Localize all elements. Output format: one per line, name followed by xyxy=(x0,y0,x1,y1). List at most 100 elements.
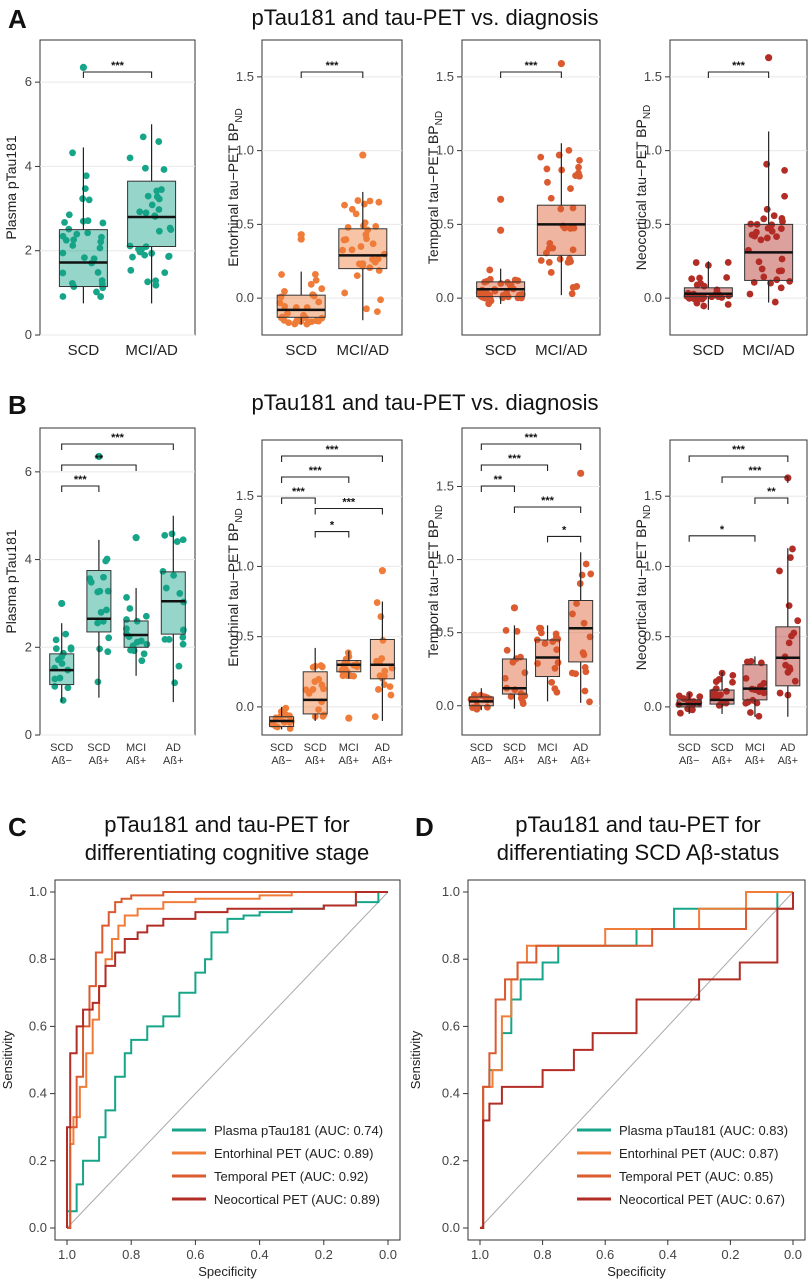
x-tick-label-2: Aß+ xyxy=(778,755,798,767)
box xyxy=(710,690,734,704)
panel-c-label: C xyxy=(8,812,27,842)
significance-label: *** xyxy=(525,432,539,444)
x-tick-label-2: Aß+ xyxy=(163,755,183,767)
data-point xyxy=(61,219,68,226)
significance-bracket xyxy=(315,509,382,515)
data-point xyxy=(544,179,551,186)
y-axis-label-text: Plasma pTau181 xyxy=(3,529,19,634)
y-tick-label: 0.0 xyxy=(436,290,454,305)
box xyxy=(128,181,176,246)
x-axis-label: Specificity xyxy=(198,1264,257,1279)
y-tick-label: 0.0 xyxy=(236,290,254,305)
x-tick-label-2: Aß+ xyxy=(126,755,146,767)
x-tick-label: SCD xyxy=(678,742,701,754)
y-tick-label: 0 xyxy=(25,327,32,342)
data-point xyxy=(781,193,788,200)
panel-b-title: pTau181 and tau-PET vs. diagnosis xyxy=(252,390,599,415)
y-tick-label: 0.0 xyxy=(644,290,662,305)
panel-b-label: B xyxy=(8,390,27,420)
data-point xyxy=(778,215,785,222)
significance-bracket xyxy=(83,72,151,78)
x-tick-label-2: Aß+ xyxy=(504,755,524,767)
x-tick-label: 0.4 xyxy=(251,1247,269,1262)
data-point xyxy=(179,634,186,641)
data-point xyxy=(537,154,544,161)
y-axis-label-subscript: ND xyxy=(642,505,653,519)
data-point xyxy=(53,645,60,652)
chart-a3: 0.00.51.01.5Temporal tau−PET BPNDSCD MCI/… xyxy=(425,40,600,359)
data-point xyxy=(586,698,593,705)
panel-c-title-line2: differentiating cognitive stage xyxy=(85,840,370,865)
data-point xyxy=(341,290,348,297)
data-point xyxy=(696,275,703,282)
data-point xyxy=(166,636,173,643)
y-tick-label: 4 xyxy=(25,158,32,173)
significance-bracket xyxy=(282,477,349,483)
significance-label: *** xyxy=(111,60,125,72)
box xyxy=(87,571,111,632)
panel-d-label: D xyxy=(415,812,434,842)
y-axis-label: Neocortical tau−PET BPND xyxy=(633,105,653,271)
significance-bracket xyxy=(315,532,349,538)
data-point xyxy=(777,690,784,697)
chart-c: 1.0 0.8 0.6 0.4 0.2 0.00.00.20.40.60.81.0Spec… xyxy=(0,880,400,1279)
x-tick-label: 0.6 xyxy=(186,1247,204,1262)
outlier-point xyxy=(379,567,386,574)
outlier-point xyxy=(58,600,65,607)
data-point xyxy=(696,693,703,700)
panel-c-title-line1: pTau181 and tau-PET for xyxy=(104,812,349,837)
data-point xyxy=(375,199,382,206)
panel-a-label: A xyxy=(8,4,27,34)
significance-label: ** xyxy=(767,486,776,498)
data-point xyxy=(557,256,564,263)
data-point xyxy=(104,648,111,655)
significance-label: *** xyxy=(342,497,356,509)
y-tick-label: 0.2 xyxy=(29,1153,47,1168)
data-point xyxy=(127,154,134,161)
significance-bracket xyxy=(481,444,580,450)
x-tick-label-2: Aß+ xyxy=(712,755,732,767)
legend-label: Temporal PET (AUC: 0.85) xyxy=(619,1169,773,1184)
box xyxy=(303,672,327,714)
x-tick-label: 0.8 xyxy=(122,1247,140,1262)
significance-label: *** xyxy=(111,432,125,444)
data-point xyxy=(473,706,480,713)
legend-label: Entorhinal PET (AUC: 0.89) xyxy=(214,1146,373,1161)
data-point xyxy=(744,658,751,665)
outlier-point xyxy=(345,715,352,722)
data-point xyxy=(567,185,574,192)
x-tick-label: SCD xyxy=(485,342,517,359)
x-tick-label: MCI/AD xyxy=(742,342,795,359)
data-point xyxy=(374,308,381,315)
data-point xyxy=(546,259,553,266)
data-point xyxy=(123,594,130,601)
x-tick-label: 0.8 xyxy=(534,1247,552,1262)
outlier-point xyxy=(298,236,305,243)
y-axis-label-subscript: ND xyxy=(234,508,245,522)
data-point xyxy=(60,697,67,704)
y-tick-label: 0.0 xyxy=(442,1220,460,1235)
data-point xyxy=(794,617,801,624)
data-point xyxy=(486,267,493,274)
data-point xyxy=(278,271,285,278)
box xyxy=(277,295,325,317)
data-point xyxy=(354,197,361,204)
significance-label: *** xyxy=(326,444,340,456)
box xyxy=(370,639,394,678)
x-tick-label: AD xyxy=(375,742,390,754)
x-tick-label: SCD xyxy=(285,342,317,359)
x-tick-label: MCI xyxy=(126,742,146,754)
significance-label: *** xyxy=(74,474,88,486)
y-tick-label: 6 xyxy=(25,74,32,89)
data-point xyxy=(374,599,381,606)
data-point xyxy=(576,157,583,164)
box xyxy=(339,229,387,269)
x-tick-label-2: Aß+ xyxy=(745,755,765,767)
y-tick-label: 1.5 xyxy=(236,69,254,84)
data-point xyxy=(575,170,582,177)
significance-bracket xyxy=(282,456,383,462)
data-point xyxy=(388,692,395,699)
x-tick-label: SCD xyxy=(270,742,293,754)
data-point xyxy=(781,167,788,174)
box xyxy=(684,288,732,297)
